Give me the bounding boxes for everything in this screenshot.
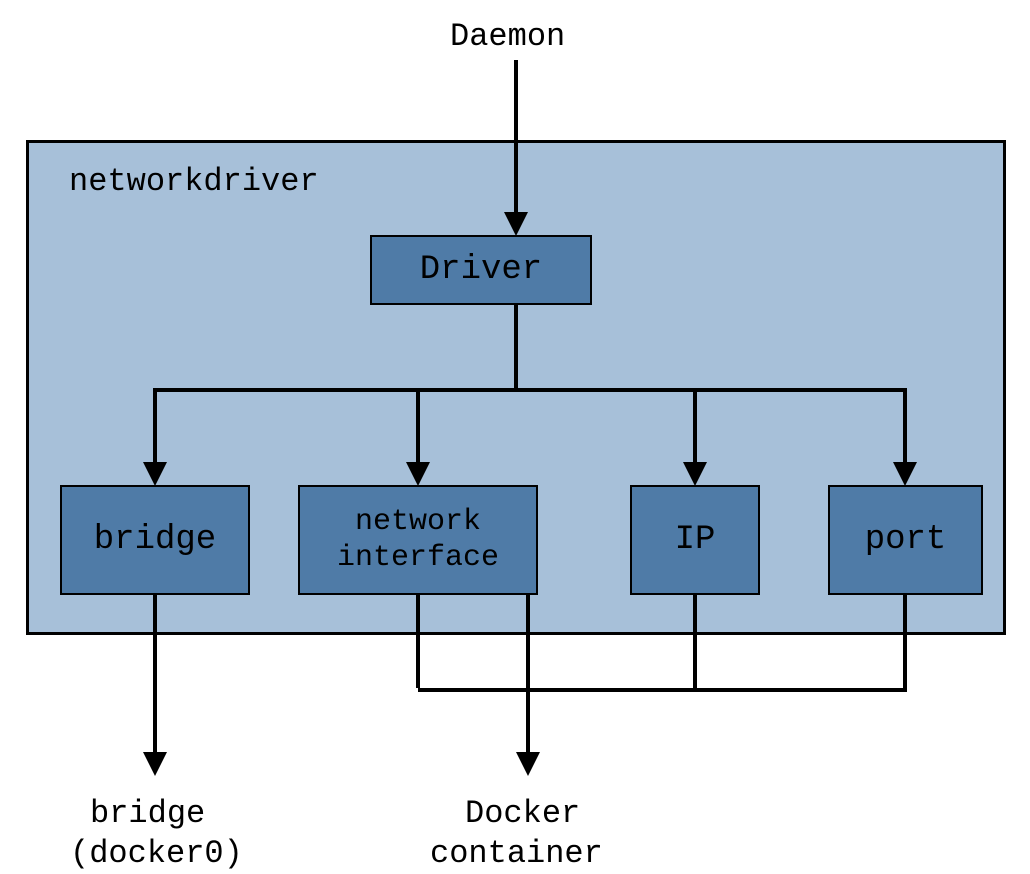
docker-out-label-2: container — [430, 835, 603, 872]
port-label: port — [865, 521, 947, 559]
network-interface-node: network interface — [298, 485, 538, 595]
ip-node: IP — [630, 485, 760, 595]
ip-label: IP — [675, 521, 716, 559]
port-node: port — [828, 485, 983, 595]
bridge-label: bridge — [94, 521, 216, 559]
driver-node: Driver — [370, 235, 592, 305]
daemon-label: Daemon — [450, 18, 565, 55]
bridge-out-label-1: bridge — [90, 795, 205, 832]
bridge-out-label-2: (docker0) — [70, 835, 243, 872]
container-label: networkdriver — [69, 163, 319, 200]
network-interface-label-1: network — [355, 504, 481, 540]
diagram-canvas: networkdriver Daemon Driver bridge netwo… — [0, 0, 1030, 874]
network-interface-label-2: interface — [337, 540, 499, 576]
docker-out-label-1: Docker — [465, 795, 580, 832]
driver-label: Driver — [420, 251, 542, 289]
bridge-node: bridge — [60, 485, 250, 595]
